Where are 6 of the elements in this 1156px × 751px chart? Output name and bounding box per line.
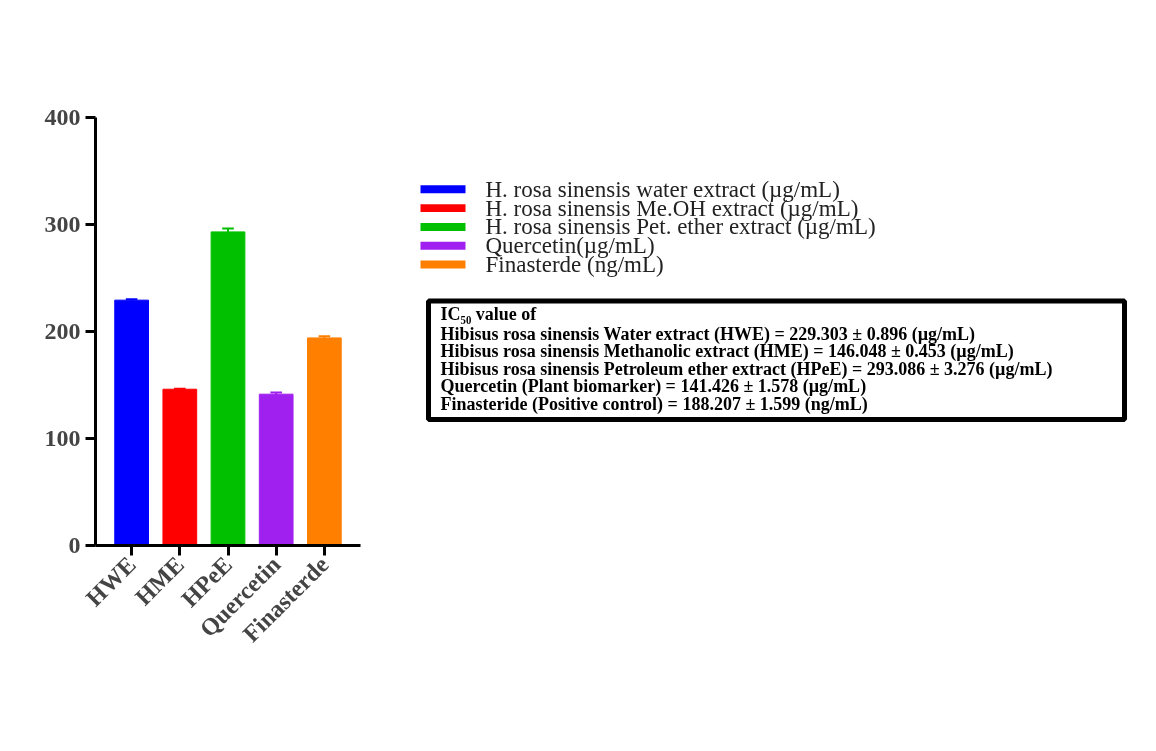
- y-tick-label: 200: [44, 318, 81, 344]
- y-tick-label: 300: [44, 211, 81, 237]
- y-tick-label: 400: [44, 104, 81, 130]
- text: IC₅₀ value of: [440, 304, 538, 325]
- y-tick-label: 0: [68, 532, 81, 558]
- y-tick-label: 100: [44, 425, 81, 451]
